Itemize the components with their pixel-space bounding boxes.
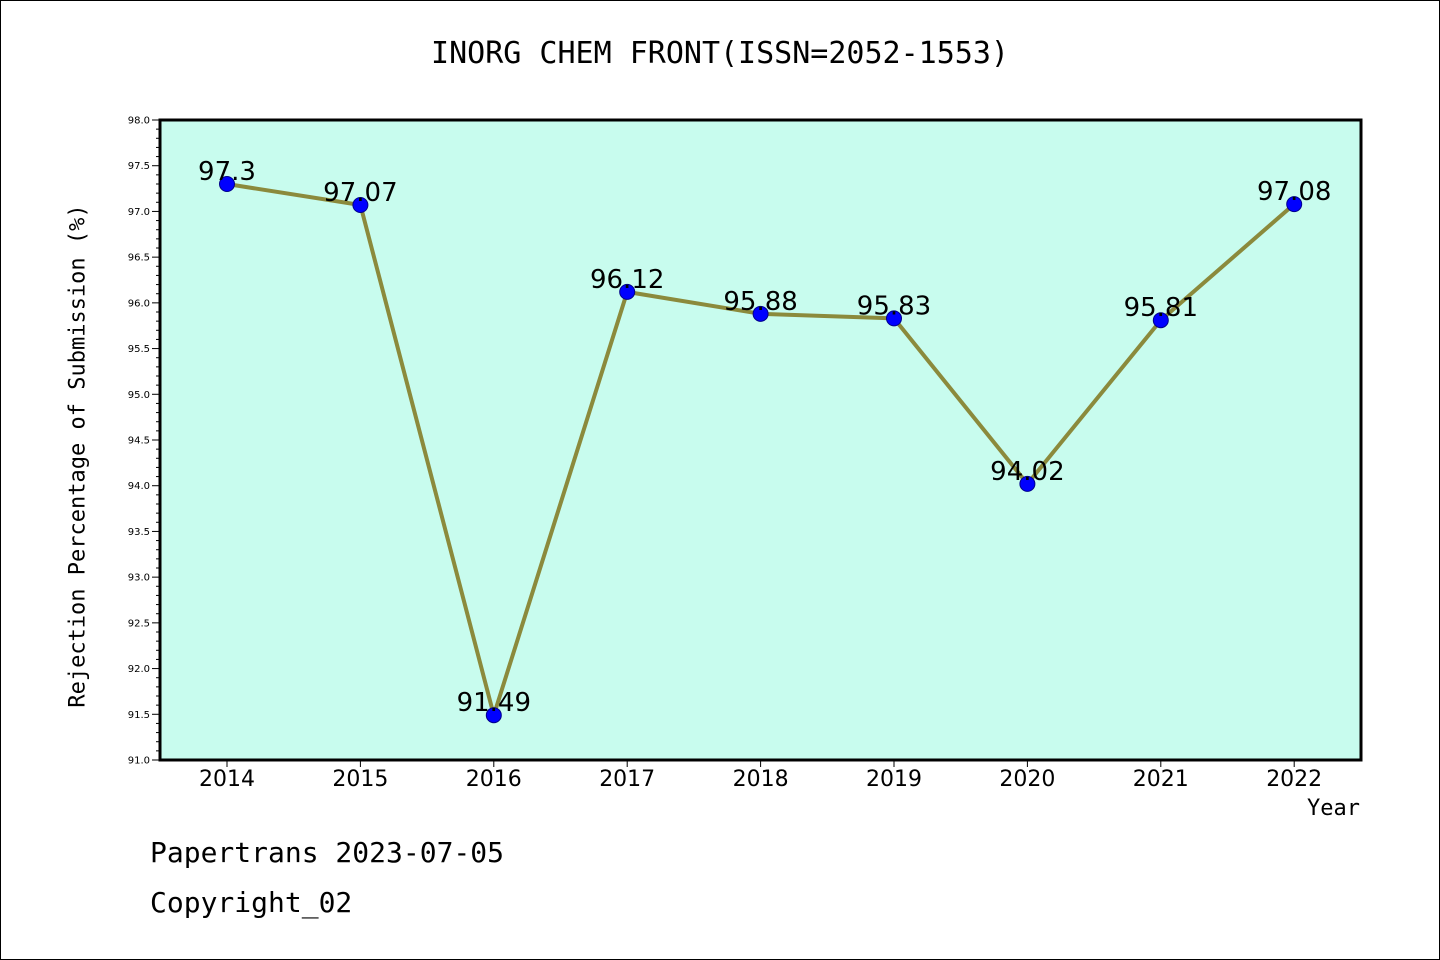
data-point-2020 (1019, 475, 1036, 492)
data-point-2018 (752, 305, 769, 322)
data-label-2017: 96.12 (590, 265, 664, 295)
y-tick-label: 94.0 (128, 481, 150, 492)
plot-area (160, 120, 1361, 760)
x-tick-label: 2017 (599, 767, 655, 792)
y-tick-label: 98.0 (128, 116, 150, 127)
y-tick-label: 95.0 (128, 390, 150, 401)
data-label-2022: 97.08 (1257, 177, 1331, 207)
y-tick-label: 96.5 (128, 253, 150, 264)
x-tick-label: 2015 (332, 767, 388, 792)
x-tick-label: 2019 (866, 767, 922, 792)
data-label-2021: 95.81 (1124, 293, 1198, 323)
x-tick-label: 2021 (1133, 767, 1189, 792)
y-tick-label: 94.5 (128, 436, 150, 447)
x-tick-label: 2022 (1266, 767, 1322, 792)
data-point-2016 (485, 707, 502, 724)
data-point-2015 (352, 197, 369, 214)
y-tick-label: 93.5 (128, 527, 150, 538)
data-point-2017 (619, 283, 636, 300)
plot-frame (158, 118, 1363, 762)
x-tick-label: 2020 (999, 767, 1055, 792)
y-tick-label: 92.0 (128, 664, 150, 675)
y-tick-label: 96.0 (128, 298, 150, 309)
y-tick-label: 91.5 (128, 710, 150, 721)
data-point-2021 (1152, 312, 1169, 329)
x-tick-label: 2016 (466, 767, 522, 792)
footer-copyright: Copyright_02 (150, 886, 353, 919)
chart-title: INORG CHEM FRONT(ISSN=2052-1553) (431, 36, 1009, 71)
y-tick-label: 97.5 (128, 161, 150, 172)
y-tick-label: 97.0 (128, 207, 150, 218)
y-tick-label: 93.0 (128, 573, 150, 584)
y-tick-label: 91.0 (128, 756, 150, 767)
data-point-2022 (1286, 196, 1303, 213)
x-tick-label: 2018 (733, 767, 789, 792)
footer-source: Papertrans 2023-07-05 (150, 836, 505, 869)
y-tick-label: 92.5 (128, 618, 150, 629)
x-axis-label: Year (1307, 796, 1360, 821)
x-tick-label: 2014 (199, 767, 255, 792)
data-label-2015: 97.07 (323, 178, 397, 208)
data-label-2014: 97.3 (198, 157, 256, 187)
data-point-2014 (219, 176, 235, 192)
data-label-2019: 95.83 (857, 291, 931, 321)
data-label-2020: 94.02 (990, 457, 1064, 487)
y-tick-label: 95.5 (128, 344, 150, 355)
data-point-2019 (886, 310, 902, 327)
data-label-2018: 95.88 (723, 287, 797, 317)
data-label-2016: 91.49 (457, 688, 531, 718)
